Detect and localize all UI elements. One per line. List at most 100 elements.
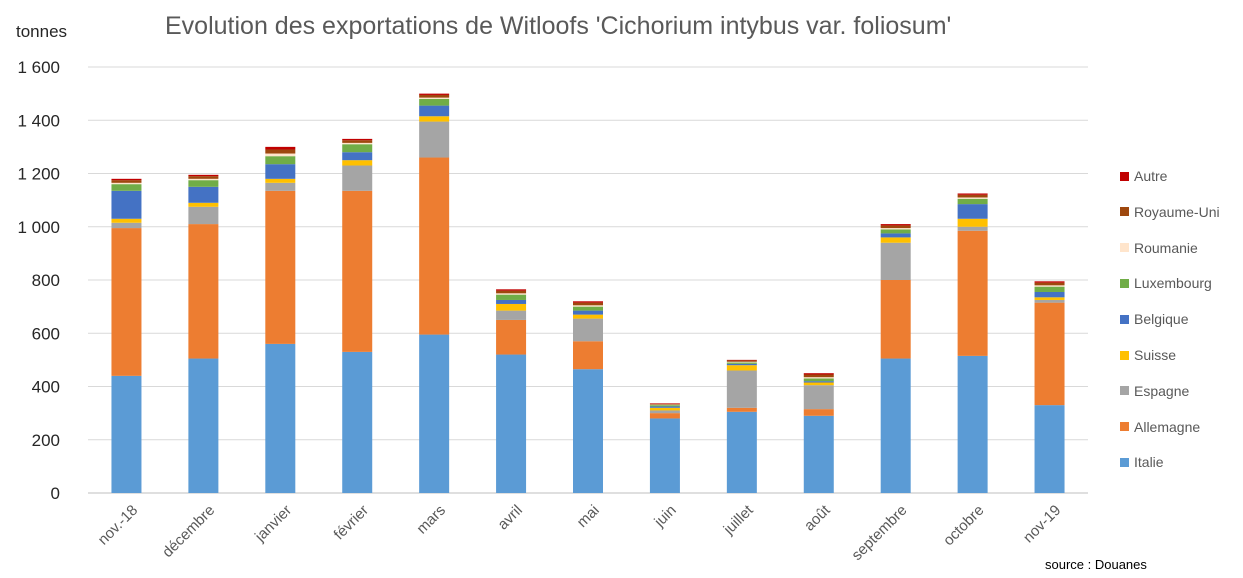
bar-segment-espagne [880,242,911,280]
bar-segment-autre [957,193,988,195]
bar-segment-royaume-uni [265,149,296,154]
legend-item: Espagne [1120,381,1189,401]
bar-segment-italie [496,354,527,493]
legend-swatch [1120,457,1129,467]
bar-segment-belgique [803,381,834,383]
bar-segment-luxembourg [573,306,603,311]
bar-segment-espagne [342,165,373,191]
bar-segment-allemagne [342,190,373,352]
bar-segment-autre [188,174,219,177]
x-tick-label: février [331,502,372,543]
bar-segment-belgique [957,204,988,219]
bar-segment-italie [111,375,142,493]
bar-segment-suisse [880,237,911,243]
bar-segment-allemagne [649,413,680,419]
y-tick-label: 800 [32,271,60,290]
legend-item: Luxembourg [1120,273,1212,293]
bar-segment-luxembourg [496,294,527,300]
legend-label: Roumanie [1134,239,1198,256]
bar-segment-belgique [342,152,373,161]
bar-segment-royaume-uni [188,176,219,179]
bar-segment-suisse [342,160,373,166]
legend-swatch [1120,207,1129,217]
y-tick-label: 200 [32,431,60,450]
bar-segment-autre [880,224,911,226]
bar-segment-royaume-uni [1034,282,1065,286]
bar-segment-roumanie [265,153,296,157]
bar-segment-italie [880,358,911,493]
legend-item: Roumanie [1120,238,1198,258]
x-tick-label: nov-19 [1020,502,1064,546]
bar-segment-autre [111,178,142,181]
legend-item: Suisse [1120,345,1176,365]
bar-segment-italie [726,411,757,493]
bar-segment-roumanie [419,97,450,99]
legend-label: Allemagne [1134,418,1201,435]
bar-segment-belgique [726,363,757,366]
chart-title: Evolution des exportations de Witloofs '… [165,12,952,40]
bar-segment-royaume-uni [573,302,603,306]
legend-swatch [1120,422,1129,432]
bar-segment-roumanie [342,142,373,145]
y-tick-label: 0 [51,484,60,503]
bar-segment-belgique [573,310,603,315]
x-tick-label: avril [494,502,525,533]
legend-label: Royaume-Uni [1134,203,1220,220]
bar-segment-autre [1034,281,1065,283]
source-note: source : Douanes [1045,557,1147,572]
bar-segment-belgique [111,190,142,219]
legend-label: Luxembourg [1134,275,1212,292]
bar-segment-autre [573,301,603,303]
legend-item: Belgique [1120,309,1189,329]
bar-segment-autre [803,373,834,375]
x-tick-label: mars [413,502,449,538]
bar-segment-luxembourg [111,184,142,191]
bar-segment-belgique [419,105,450,117]
bar-segment-espagne [111,222,142,229]
bar-segment-royaume-uni [803,374,834,378]
bar-segment-espagne [265,182,296,191]
bar-segment-italie [188,358,219,493]
legend-swatch [1120,314,1129,324]
bar-segment-belgique [496,299,527,304]
y-tick-label: 400 [32,378,60,397]
bar-segment-suisse [726,365,757,371]
bar-segment-roumanie [726,361,757,363]
bar-segment-roumanie [649,404,680,406]
bar-segment-italie [803,415,834,493]
bar-segment-espagne [573,318,603,342]
bar-segment-luxembourg [188,180,219,187]
legend-swatch [1120,350,1129,360]
bar-segment-royaume-uni [342,140,373,143]
bar-segment-luxembourg [342,144,373,153]
bar-segment-royaume-uni [496,290,527,294]
bar-segment-allemagne [111,228,142,376]
bar-segment-roumanie [188,178,219,181]
bar-segment-luxembourg [265,156,296,165]
bar-segment-royaume-uni [649,403,680,405]
bar-segment-suisse [649,407,680,411]
bar-segment-suisse [188,202,219,207]
legend-label: Autre [1134,168,1168,184]
bar-segment-espagne [726,370,757,408]
legend-swatch [1120,243,1129,253]
bar-segment-roumanie [1034,285,1065,287]
bar-segment-luxembourg [880,229,911,234]
bar-segment-espagne [419,121,450,158]
legend-item: Allemagne [1120,417,1200,437]
legend-item: Italie [1120,452,1164,472]
bar-segment-italie [573,369,603,493]
bar-segment-roumanie [957,197,988,199]
bar-segment-espagne [496,310,527,320]
x-tick-label: décembre [159,502,218,561]
bar-segment-autre [649,403,680,404]
bar-segment-allemagne [265,190,296,344]
legend-item: Royaume-Uni [1120,202,1220,222]
bar-segment-royaume-uni [726,360,757,362]
legend-swatch [1120,386,1129,396]
bar-segment-belgique [1034,291,1065,298]
legend-label: Espagne [1134,382,1190,399]
bar-segment-suisse [265,178,296,183]
bar-segment-suisse [573,314,603,319]
